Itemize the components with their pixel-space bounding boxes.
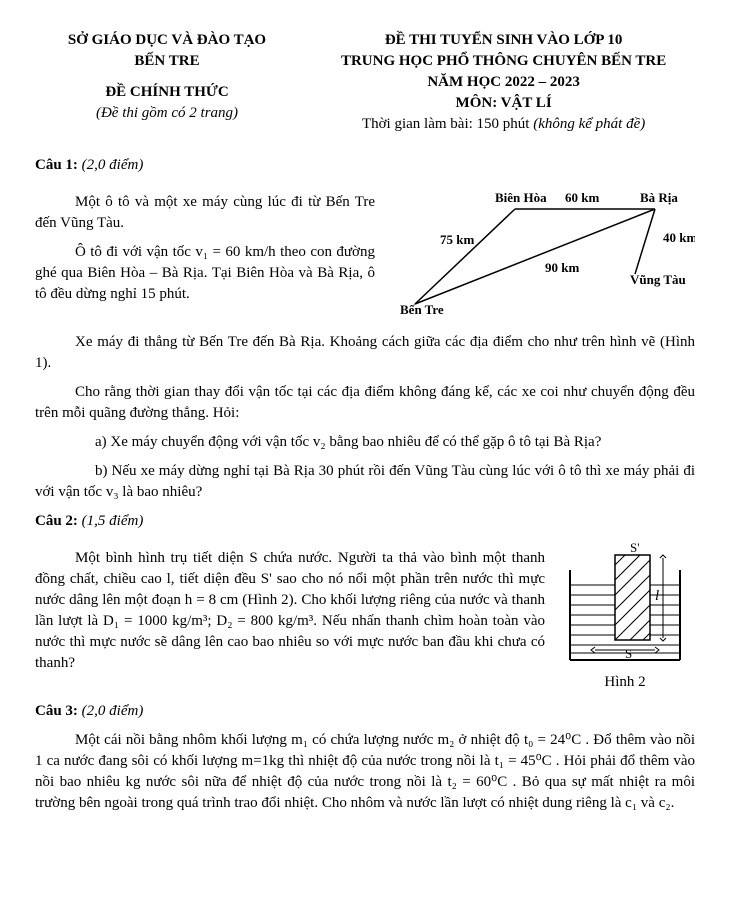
- cau1-map: Bến Tre Biên Hòa Bà Rịa Vũng Tàu 75 km 6…: [385, 184, 695, 324]
- official-label: ĐỀ CHÍNH THỨC: [35, 82, 299, 103]
- fig2-svg: S' l S: [555, 540, 695, 670]
- exam-title-1: ĐỀ THI TUYỂN SINH VÀO LỚP 10: [312, 30, 695, 51]
- cau1-text-left: Một ô tô và một xe máy cùng lúc đi từ Bế…: [35, 184, 375, 313]
- cau2-row: Một bình hình trụ tiết diện S chứa nước.…: [35, 540, 695, 693]
- l-arrow-bot: [660, 638, 666, 641]
- dist-bh-br: 60 km: [565, 190, 599, 205]
- cau3-p1: Một cái nồi bằng nhôm khối lượng m₁ có c…: [35, 730, 695, 814]
- cau2-title: Câu 2:: [35, 513, 78, 529]
- label-baria: Bà Rịa: [640, 190, 678, 205]
- cau3-title: Câu 3:: [35, 703, 78, 719]
- cau1-score: (2,0 điểm): [82, 157, 144, 173]
- label-sprime: S': [630, 540, 640, 555]
- dist-bt-bh: 75 km: [440, 232, 474, 247]
- l-arrow-top: [660, 555, 666, 558]
- cau3-heading: Câu 3: (2,0 điểm): [35, 701, 695, 722]
- cau1-title: Câu 1:: [35, 157, 78, 173]
- map-svg: Bến Tre Biên Hòa Bà Rịa Vũng Tàu 75 km 6…: [385, 184, 695, 324]
- duration-text: Thời gian làm bài: 150 phút: [362, 116, 533, 132]
- dist-bt-br: 90 km: [545, 260, 579, 275]
- cau1-b: b) Nếu xe máy dừng nghỉ tại Bà Rịa 30 ph…: [35, 461, 695, 503]
- cau2-heading: Câu 2: (1,5 điểm): [35, 511, 695, 532]
- cau1-p2: Ô tô đi với vận tốc v₁ = 60 km/h theo co…: [35, 242, 375, 305]
- cau2-score: (1,5 điểm): [82, 513, 144, 529]
- cau1-p3: Xe máy đi thẳng từ Bến Tre đến Bà Rịa. K…: [35, 332, 695, 374]
- s-arrow-right: [655, 647, 659, 653]
- s-arrow-left: [591, 647, 595, 653]
- cau3-score: (2,0 điểm): [82, 703, 144, 719]
- cau1-row: Một ô tô và một xe máy cùng lúc đi từ Bế…: [35, 184, 695, 324]
- exam-subject: MÔN: VẬT LÍ: [312, 93, 695, 114]
- header-right: ĐỀ THI TUYỂN SINH VÀO LỚP 10 TRUNG HỌC P…: [312, 30, 695, 135]
- exam-duration: Thời gian làm bài: 150 phút (không kể ph…: [312, 114, 695, 135]
- label-vungtau: Vũng Tàu: [630, 272, 686, 287]
- label-l: l: [655, 588, 659, 604]
- cau1-p4: Cho rằng thời gian thay đổi vận tốc tại …: [35, 382, 695, 424]
- block-rect: [615, 555, 650, 640]
- cau1-p1: Một ô tô và một xe máy cùng lúc đi từ Bế…: [35, 192, 375, 234]
- cau1-heading: Câu 1: (2,0 điểm): [35, 155, 695, 176]
- label-bentre: Bến Tre: [400, 302, 444, 317]
- edge-bt-bh: [415, 209, 515, 304]
- cau2-figure: S' l S Hình 2: [555, 540, 695, 693]
- exam-title-2: TRUNG HỌC PHỔ THÔNG CHUYÊN BẾN TRE: [312, 51, 695, 72]
- dist-br-vt: 40 km: [663, 230, 695, 245]
- duration-note: (không kể phát đề): [533, 116, 645, 132]
- header-left: SỞ GIÁO DỤC VÀ ĐÀO TẠO BẾN TRE ĐỀ CHÍNH …: [35, 30, 299, 135]
- label-bienhoa: Biên Hòa: [495, 190, 547, 205]
- edge-br-vt: [635, 209, 655, 274]
- edge-bt-br: [415, 209, 655, 304]
- fig2-caption: Hình 2: [555, 672, 695, 693]
- cau2-text: Một bình hình trụ tiết diện S chứa nước.…: [35, 540, 545, 682]
- org-line2: BẾN TRE: [35, 51, 299, 72]
- exam-year: NĂM HỌC 2022 – 2023: [312, 72, 695, 93]
- org-line1: SỞ GIÁO DỤC VÀ ĐÀO TẠO: [35, 30, 299, 51]
- page-count: (Đề thi gồm có 2 trang): [35, 103, 299, 124]
- cau2-p1: Một bình hình trụ tiết diện S chứa nước.…: [35, 548, 545, 674]
- exam-header: SỞ GIÁO DỤC VÀ ĐÀO TẠO BẾN TRE ĐỀ CHÍNH …: [35, 30, 695, 135]
- label-s: S: [625, 646, 632, 661]
- cau1-a: a) Xe máy chuyển động với vận tốc v₂ bằn…: [35, 432, 695, 453]
